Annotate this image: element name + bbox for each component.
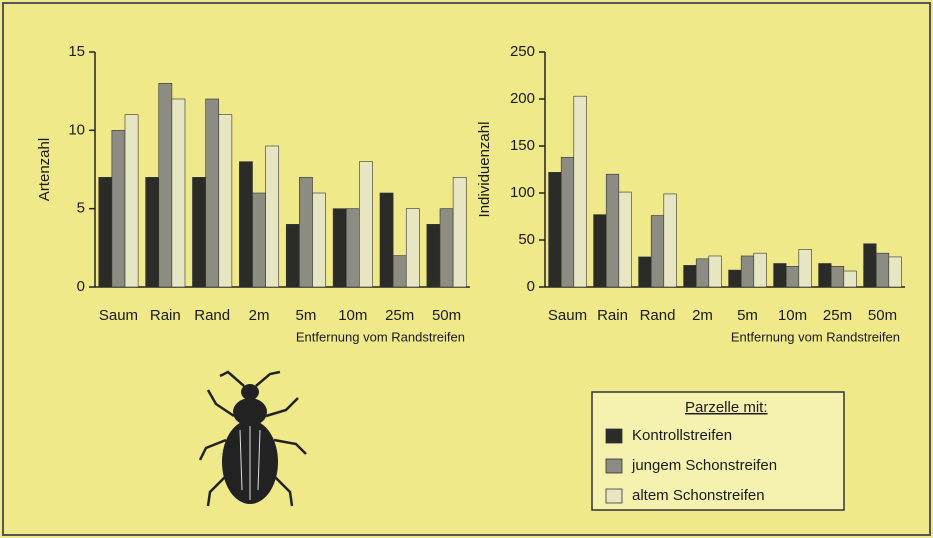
- legend-label: Kontrollstreifen: [632, 427, 732, 444]
- bar: [379, 192, 394, 288]
- y-tick-label: 150: [510, 137, 535, 154]
- bar: [345, 208, 360, 288]
- y-tick-label: 200: [510, 90, 535, 107]
- bar: [124, 114, 139, 288]
- bar: [843, 270, 857, 288]
- legend-swatch: [605, 488, 623, 504]
- bar: [818, 263, 832, 288]
- x-tick-label: 2m: [249, 307, 270, 324]
- legend-box: [591, 391, 845, 511]
- bar: [452, 177, 467, 288]
- bar: [875, 252, 890, 288]
- bar: [218, 114, 233, 288]
- y-axis-label: Individuenzahl: [476, 122, 493, 218]
- x-axis-label: Entfernung vom Randstreifen: [296, 329, 465, 344]
- bar: [111, 130, 126, 288]
- bar: [192, 177, 206, 288]
- x-tick-label: 2m: [692, 307, 713, 324]
- bar: [560, 156, 575, 288]
- bar: [728, 269, 742, 288]
- x-tick-label: 50m: [868, 307, 897, 324]
- bar: [888, 256, 902, 288]
- bar: [650, 215, 665, 288]
- bar: [740, 255, 755, 288]
- bar: [683, 265, 697, 288]
- bar: [638, 256, 652, 288]
- bar: [773, 263, 787, 288]
- legend: Parzelle mit: Kontrollstreifen jungem Scho…: [591, 391, 845, 511]
- x-tick-label: 5m: [737, 307, 758, 324]
- bar: [593, 214, 607, 288]
- bar: [239, 161, 253, 288]
- x-tick-label: 10m: [338, 307, 367, 324]
- bar: [798, 249, 812, 288]
- bar: [312, 192, 326, 288]
- x-tick-label: Rain: [597, 307, 628, 324]
- y-axis-label: Artenzahl: [36, 138, 53, 201]
- bar: [392, 255, 407, 288]
- x-tick-label: Rand: [640, 307, 676, 324]
- x-tick-label: 10m: [778, 307, 807, 324]
- bar: [605, 173, 620, 288]
- bar: [405, 208, 420, 288]
- bar: [785, 266, 800, 288]
- y-tick-label: 100: [510, 184, 535, 201]
- x-axis-label: Entfernung vom Randstreifen: [731, 329, 900, 344]
- y-tick-label: 250: [510, 43, 535, 60]
- y-tick-label: 10: [68, 121, 85, 138]
- bar: [439, 208, 454, 288]
- x-tick-label: Rain: [150, 307, 181, 324]
- bar: [285, 224, 300, 288]
- y-tick-label: 50: [518, 231, 535, 248]
- bar: [359, 161, 373, 288]
- bar: [265, 145, 280, 288]
- y-tick-label: 15: [68, 43, 85, 60]
- legend-title: Parzelle mit:: [685, 399, 768, 416]
- bar: [252, 192, 266, 288]
- legend-swatch: [605, 428, 623, 444]
- x-tick-label: 25m: [385, 307, 414, 324]
- y-tick-label: 5: [77, 200, 85, 217]
- bar: [863, 243, 877, 288]
- bar: [663, 193, 677, 288]
- legend-label: jungem Schonstreifen: [631, 457, 777, 474]
- bar: [205, 98, 220, 288]
- bar: [299, 177, 313, 288]
- bar: [618, 191, 632, 288]
- x-tick-label: 5m: [296, 307, 317, 324]
- bar: [830, 266, 845, 288]
- bar: [753, 252, 767, 288]
- x-tick-label: Rand: [194, 307, 230, 324]
- y-tick-label: 0: [77, 278, 85, 295]
- x-tick-label: 25m: [823, 307, 852, 324]
- x-tick-label: Saum: [99, 307, 138, 324]
- legend-swatch: [605, 458, 623, 474]
- x-tick-label: Saum: [548, 307, 587, 324]
- bar: [695, 258, 710, 288]
- bar: [426, 224, 441, 288]
- legend-label: altem Schonstreifen: [632, 487, 765, 504]
- beetle-illustration: [198, 370, 307, 507]
- bar: [548, 172, 562, 288]
- bar: [171, 98, 186, 288]
- bar: [573, 95, 587, 288]
- bar: [145, 177, 160, 288]
- bar: [98, 177, 113, 288]
- y-tick-label: 0: [527, 278, 535, 295]
- bar: [708, 255, 722, 288]
- bar: [158, 83, 173, 288]
- x-tick-label: 50m: [432, 307, 461, 324]
- bar: [332, 208, 347, 288]
